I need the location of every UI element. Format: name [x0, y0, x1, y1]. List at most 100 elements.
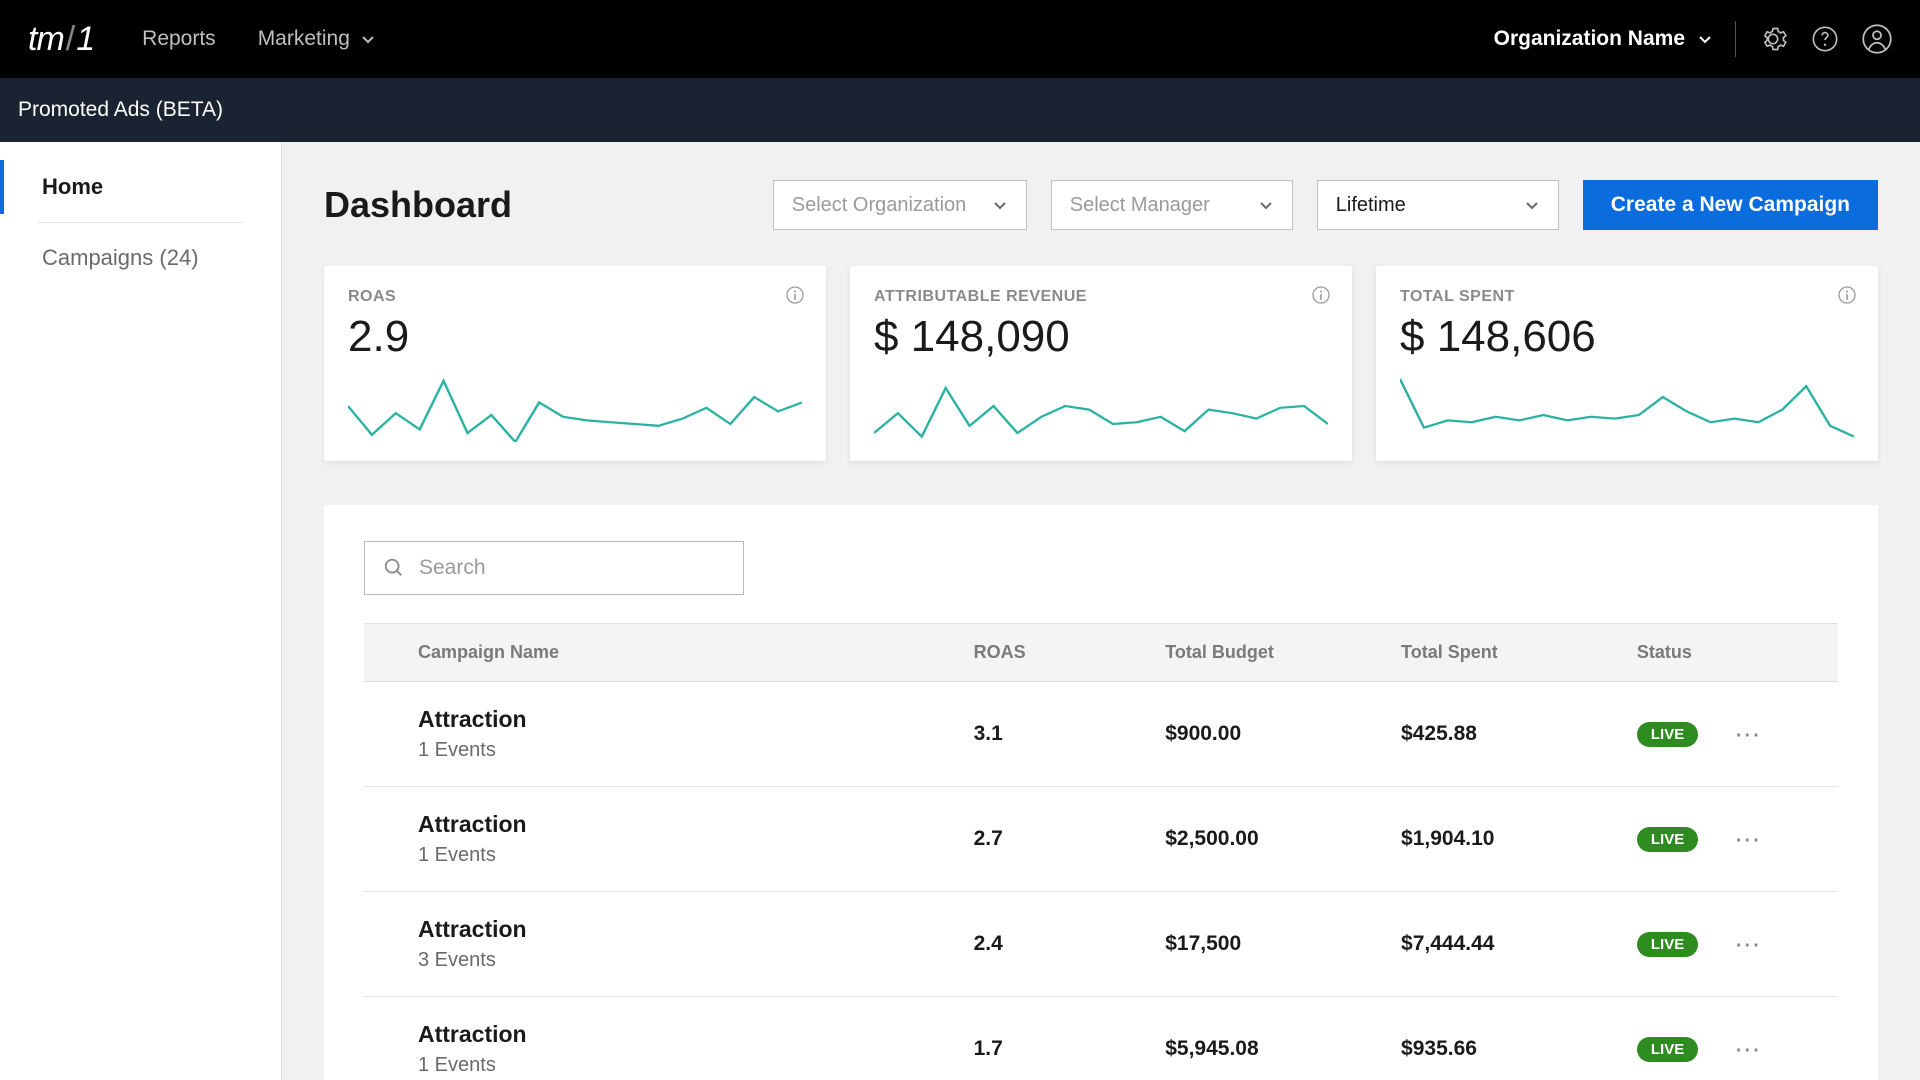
- metric-card: TOTAL SPENT $ 148,606: [1376, 266, 1878, 461]
- nav-marketing[interactable]: Marketing: [258, 27, 376, 51]
- header-row: Dashboard Select Organization Select Man…: [324, 180, 1878, 230]
- chevron-down-icon: [1258, 197, 1274, 213]
- metric-card: ROAS 2.9: [324, 266, 826, 461]
- org-selector[interactable]: Organization Name: [1494, 27, 1713, 51]
- status-badge: LIVE: [1637, 932, 1698, 957]
- search-wrap: [364, 541, 1838, 595]
- info-icon[interactable]: [1838, 286, 1856, 304]
- chevron-down-icon: [1524, 197, 1540, 213]
- metric-cards: ROAS 2.9 ATTRIBUTABLE REVENUE $ 148,090 TOTA…: [324, 266, 1878, 461]
- metric-label: ATTRIBUTABLE REVENUE: [874, 288, 1328, 306]
- campaign-events: 1 Events: [418, 739, 934, 762]
- search-icon: [383, 557, 405, 579]
- org-select-label: Select Organization: [792, 194, 967, 217]
- col-name: Campaign Name: [364, 624, 954, 682]
- campaign-budget: $17,500: [1145, 892, 1381, 997]
- sparkline: [1400, 370, 1854, 442]
- logo-slash: /: [66, 20, 74, 58]
- col-status: Status: [1617, 624, 1838, 682]
- campaign-events: 1 Events: [418, 844, 934, 867]
- table-row[interactable]: Attraction 3 Events 2.4$17,500$7,444.44 LIV…: [364, 892, 1838, 997]
- profile-button[interactable]: [1862, 24, 1892, 54]
- info-icon[interactable]: [1312, 286, 1330, 304]
- table-row[interactable]: Attraction1 Events1.7$5,945.08$935.66LIV…: [364, 997, 1838, 1080]
- logo-right: 1: [76, 20, 94, 58]
- row-actions-button[interactable]: ⋯: [1722, 824, 1762, 855]
- table-row[interactable]: Attraction 1 Events 3.1$900.00$425.88 LIVE ⋯: [364, 682, 1838, 787]
- metric-label: TOTAL SPENT: [1400, 288, 1854, 306]
- col-roas: ROAS: [954, 624, 1146, 682]
- col-budget: Total Budget: [1145, 624, 1381, 682]
- campaigns-table: Campaign Name ROAS Total Budget Total Sp…: [364, 623, 1838, 1080]
- campaign-budget: $5,945.08: [1145, 997, 1381, 1080]
- subbar: Promoted Ads (BETA): [0, 78, 1920, 142]
- sidebar-item-label: Campaigns (24): [42, 245, 199, 270]
- row-actions-button[interactable]: ⋯: [1722, 1034, 1762, 1065]
- campaign-spent: $425.88: [1381, 682, 1617, 787]
- info-icon[interactable]: [786, 286, 804, 304]
- table-row[interactable]: Attraction1 Events2.7$2,500.00$1,904.10L…: [364, 787, 1838, 892]
- campaign-budget: $900.00: [1145, 682, 1381, 787]
- nav-marketing-label: Marketing: [258, 27, 350, 51]
- campaign-budget: $2,500.00: [1145, 787, 1381, 892]
- campaign-roas: 1.7: [954, 997, 1146, 1080]
- nav-reports-label: Reports: [142, 27, 216, 51]
- row-actions-button[interactable]: ⋯: [1722, 929, 1762, 960]
- campaign-spent: $7,444.44: [1381, 892, 1617, 997]
- metric-card: ATTRIBUTABLE REVENUE $ 148,090: [850, 266, 1352, 461]
- subbar-title: Promoted Ads (BETA): [18, 98, 223, 122]
- metric-value: $ 148,606: [1400, 312, 1854, 362]
- metric-value: 2.9: [348, 312, 802, 362]
- settings-button[interactable]: [1758, 24, 1788, 54]
- main-content: Dashboard Select Organization Select Man…: [282, 142, 1920, 1080]
- row-actions-button[interactable]: ⋯: [1722, 719, 1762, 750]
- nav-reports[interactable]: Reports: [142, 27, 216, 51]
- create-campaign-button[interactable]: Create a New Campaign: [1583, 180, 1878, 230]
- metric-label: ROAS: [348, 288, 802, 306]
- page-title: Dashboard: [324, 184, 512, 226]
- org-name-label: Organization Name: [1494, 27, 1685, 51]
- status-badge: LIVE: [1637, 1037, 1698, 1062]
- sidebar-item-campaigns[interactable]: Campaigns (24): [0, 231, 281, 285]
- campaign-events: 3 Events: [418, 949, 934, 972]
- sidebar-item-home[interactable]: Home: [0, 160, 281, 214]
- chevron-down-icon: [1697, 31, 1713, 47]
- sparkline: [874, 370, 1328, 442]
- user-icon: [1862, 24, 1892, 54]
- gear-icon: [1759, 25, 1787, 53]
- chevron-down-icon: [360, 31, 376, 47]
- daterange-label: Lifetime: [1336, 194, 1406, 217]
- campaign-roas: 2.4: [954, 892, 1146, 997]
- campaign-events: 1 Events: [418, 1054, 934, 1077]
- sidebar: Home Campaigns (24): [0, 142, 282, 1080]
- sidebar-item-label: Home: [42, 174, 103, 199]
- help-button[interactable]: [1810, 24, 1840, 54]
- help-icon: [1811, 25, 1839, 53]
- campaign-roas: 3.1: [954, 682, 1146, 787]
- campaign-name: Attraction: [418, 706, 934, 733]
- create-campaign-label: Create a New Campaign: [1611, 193, 1850, 217]
- campaign-name: Attraction: [418, 1021, 934, 1048]
- logo: tm/1: [28, 20, 94, 59]
- search-box[interactable]: [364, 541, 744, 595]
- header-controls: Select Organization Select Manager Lifet…: [773, 180, 1878, 230]
- status-badge: LIVE: [1637, 722, 1698, 747]
- campaigns-panel: Campaign Name ROAS Total Budget Total Sp…: [324, 505, 1878, 1080]
- topbar: tm/1 Reports Marketing Organization Name: [0, 0, 1920, 78]
- manager-select[interactable]: Select Manager: [1051, 180, 1293, 230]
- metric-value: $ 148,090: [874, 312, 1328, 362]
- status-badge: LIVE: [1637, 827, 1698, 852]
- campaign-name: Attraction: [418, 916, 934, 943]
- manager-select-label: Select Manager: [1070, 194, 1210, 217]
- col-spent: Total Spent: [1381, 624, 1617, 682]
- sparkline: [348, 370, 802, 442]
- divider: [1735, 21, 1736, 57]
- logo-left: tm: [28, 20, 64, 58]
- campaign-name: Attraction: [418, 811, 934, 838]
- search-input[interactable]: [419, 556, 725, 580]
- org-select[interactable]: Select Organization: [773, 180, 1027, 230]
- campaign-spent: $1,904.10: [1381, 787, 1617, 892]
- daterange-select[interactable]: Lifetime: [1317, 180, 1559, 230]
- sidebar-separator: [38, 222, 243, 223]
- topbar-right: Organization Name: [1494, 21, 1892, 57]
